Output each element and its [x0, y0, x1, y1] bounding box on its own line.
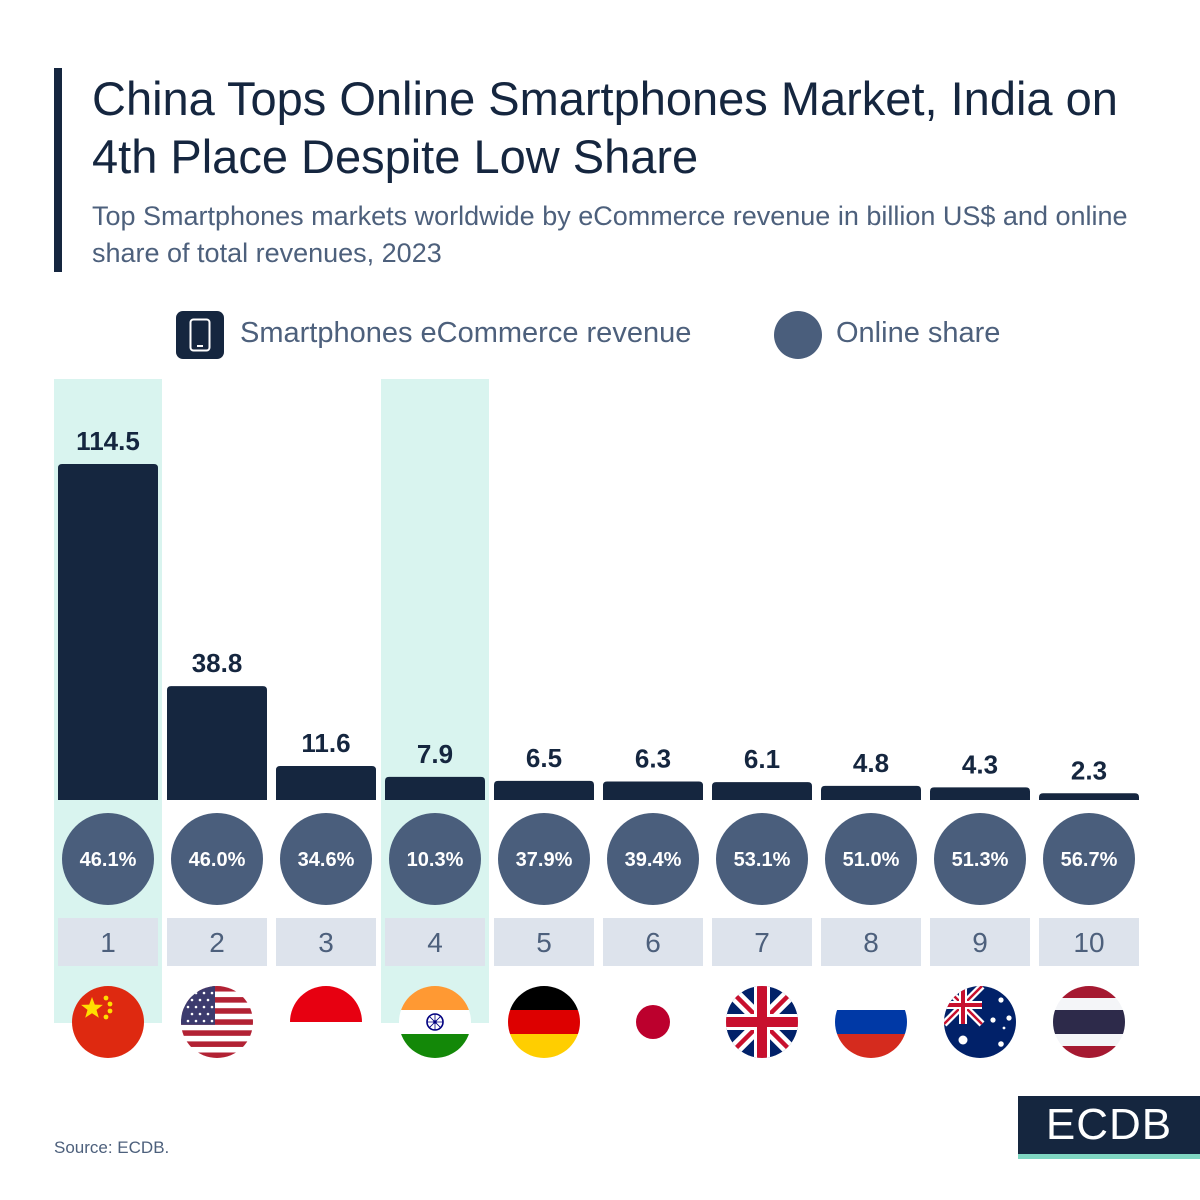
revenue-bar-1 [58, 464, 158, 800]
revenue-bar-4 [385, 776, 485, 800]
revenue-bar-8 [821, 785, 921, 800]
online-share-circle-8 [825, 813, 917, 905]
rank-label-2: 2 [209, 927, 225, 958]
rank-label-10: 10 [1073, 927, 1104, 958]
rank-box-9 [930, 918, 1030, 966]
online-share-label-2: 46.0% [189, 849, 246, 871]
rank-label-4: 4 [427, 927, 443, 958]
revenue-bar-6 [603, 781, 703, 800]
revenue-value-label-10: 2.3 [1071, 755, 1107, 785]
revenue-value-label-7: 6.1 [744, 744, 780, 774]
online-share-circle-5 [498, 813, 590, 905]
online-share-label-1: 46.1% [80, 849, 137, 871]
rank-box-6 [603, 918, 703, 966]
revenue-bar-10 [1039, 793, 1139, 800]
flag-russia-icon [835, 986, 907, 1058]
online-share-circle-2 [171, 813, 263, 905]
legend-share-label: Online share [836, 317, 1001, 349]
rank-label-5: 5 [536, 927, 552, 958]
rank-box-8 [821, 918, 921, 966]
rank-label-7: 7 [754, 927, 770, 958]
flag-indonesia-icon [290, 986, 362, 1058]
online-share-circle-9 [934, 813, 1026, 905]
online-share-circle-10 [1043, 813, 1135, 905]
rank-box-5 [494, 918, 594, 966]
revenue-value-label-9: 4.3 [962, 749, 998, 779]
revenue-bar-2 [167, 686, 267, 800]
rank-box-3 [276, 918, 376, 966]
page-title: China Tops Online Smartphones Market, In… [92, 72, 1118, 183]
revenue-value-label-2: 38.8 [192, 648, 243, 678]
flag-uk-icon [726, 986, 798, 1058]
revenue-bar-7 [712, 782, 812, 800]
online-share-circle-4 [389, 813, 481, 905]
online-share-label-4: 10.3% [407, 849, 464, 871]
revenue-bar-3 [276, 765, 376, 800]
title-accent-bar [54, 68, 62, 272]
rank-box-7 [712, 918, 812, 966]
rank-label-6: 6 [645, 927, 661, 958]
rank-box-2 [167, 918, 267, 966]
revenue-value-label-6: 6.3 [635, 744, 671, 774]
online-share-label-7: 53.1% [734, 849, 791, 871]
online-share-circle-7 [716, 813, 808, 905]
legend-share-circle [774, 311, 822, 359]
revenue-value-label-8: 4.8 [853, 748, 889, 778]
chart-legend: Smartphones eCommerce revenue Online sha… [0, 308, 1200, 364]
rank-label-3: 3 [318, 927, 334, 958]
flag-india-icon [399, 986, 471, 1058]
rank-box-4 [385, 918, 485, 966]
rank-box-10 [1039, 918, 1139, 966]
revenue-bar-9 [930, 787, 1030, 800]
flag-germany-icon [508, 986, 580, 1058]
rank-label-9: 9 [972, 927, 988, 958]
rank-label-8: 8 [863, 927, 879, 958]
page-subtitle: Top Smartphones markets worldwide by eCo… [92, 201, 1128, 268]
ecdb-logo: ECDB [1018, 1096, 1200, 1159]
online-share-label-6: 39.4% [625, 849, 682, 871]
flag-china-icon [72, 986, 144, 1058]
legend-revenue-label: Smartphones eCommerce revenue [240, 317, 692, 349]
rank-label-1: 1 [100, 927, 116, 958]
revenue-value-label-4: 7.9 [417, 739, 453, 769]
bar-chart: 114.5 38.8 11.6 7.9 6.5 6.3 6.1 4.8 4.3 2.3 46.1%… [54, 379, 1139, 1058]
online-share-label-10: 56.7% [1061, 849, 1118, 871]
online-share-circle-6 [607, 813, 699, 905]
online-share-label-3: 34.6% [298, 849, 355, 871]
highlight-band-4 [381, 379, 489, 1023]
revenue-value-label-5: 6.5 [526, 743, 562, 773]
flag-usa-icon [181, 986, 253, 1058]
smartphone-icon [176, 311, 224, 359]
revenue-value-label-3: 11.6 [301, 728, 350, 758]
source-note: Source: ECDB. [54, 1138, 170, 1157]
online-share-circle-1 [62, 813, 154, 905]
flag-australia-icon [944, 986, 1016, 1058]
flag-japan-icon [617, 986, 689, 1058]
online-share-label-5: 37.9% [516, 849, 573, 871]
revenue-value-label-1: 114.5 [76, 426, 140, 456]
rank-box-1 [58, 918, 158, 966]
flag-thailand-icon [1053, 986, 1125, 1058]
online-share-label-9: 51.3% [952, 849, 1009, 871]
online-share-label-8: 51.0% [843, 849, 900, 871]
online-share-circle-3 [280, 813, 372, 905]
revenue-bar-5 [494, 780, 594, 800]
